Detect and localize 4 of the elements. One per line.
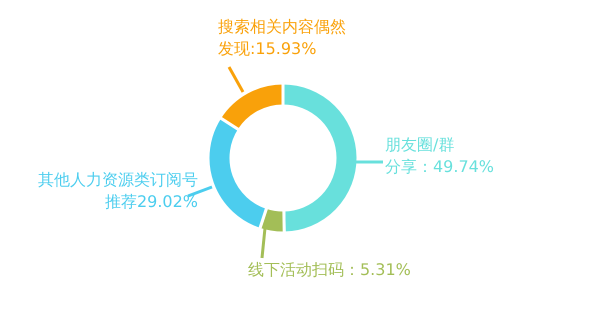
slice-label: 搜索相关内容偶然发现:15.93% (218, 17, 346, 58)
slice-label: 线下活动扫码：5.31% (248, 260, 411, 279)
slice-label: 朋友圈/群分享：49.74% (385, 135, 494, 176)
slice-label: 其他人力资源类订阅号推荐29.02% (38, 170, 198, 211)
